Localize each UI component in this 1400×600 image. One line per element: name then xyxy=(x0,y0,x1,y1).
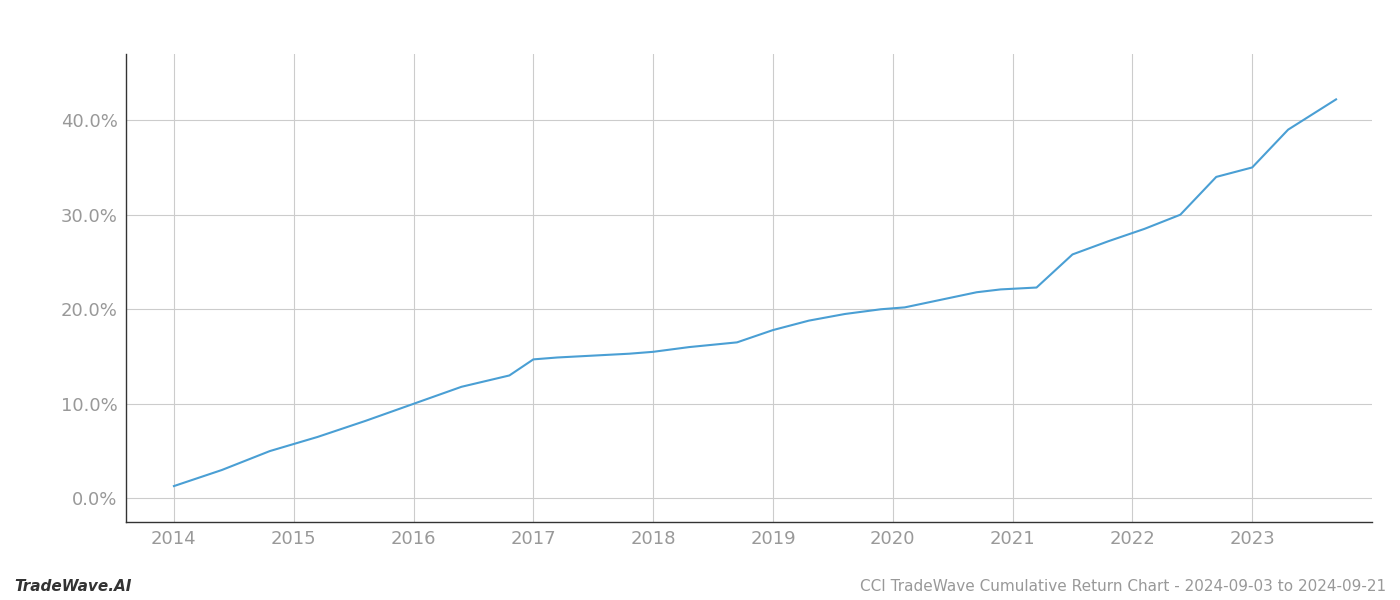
Text: CCI TradeWave Cumulative Return Chart - 2024-09-03 to 2024-09-21: CCI TradeWave Cumulative Return Chart - … xyxy=(860,579,1386,594)
Text: TradeWave.AI: TradeWave.AI xyxy=(14,579,132,594)
